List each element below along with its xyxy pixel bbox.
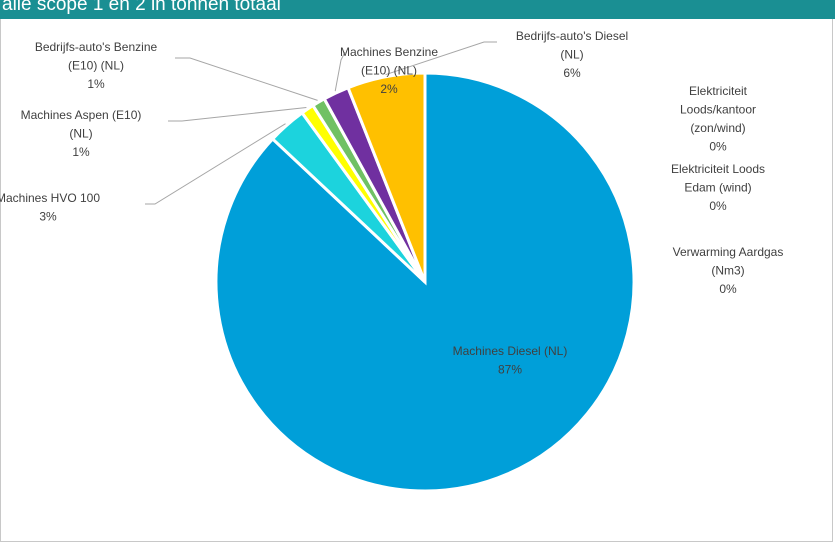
pie-slice-bedrijfs-auto-s-diesel-nl [346,71,427,283]
slice-label-machines-aspen-e10-nl: Machines Aspen (E10) (NL) 1% [21,108,142,159]
slice-label-verwarming-aardgas-nm3: Verwarming Aardgas (Nm3) 0% [673,245,784,296]
slice-label-elektriciteit-loods-edam-wind: Elektriciteit Loods Edam (wind) 0% [671,162,765,213]
chart-title-bar: alle scope 1 en 2 in tonnen totaal [0,0,835,19]
slice-label-bedrijfs-auto-s-diesel-nl: Bedrijfs-auto's Diesel (NL) 6% [516,29,628,80]
leader-line-machines-aspen-e10-nl [168,107,307,122]
slice-label-machines-hvo-100: Machines HVO 100 3% [0,191,100,224]
leader-line-bedrijfs-auto-s-benzine-e10-nl [175,57,318,101]
chart-title: alle scope 1 en 2 in tonnen totaal [2,0,281,15]
slice-label-machines-benzine-e10-nl: Machines Benzine (E10) (NL) 2% [340,45,438,96]
slice-label-machines-diesel-nl: Machines Diesel (NL) 87% [453,344,568,377]
leader-line-bedrijfs-auto-s-diesel-nl [385,41,497,76]
pie-slice-machines-diesel-nl [214,71,636,493]
slice-label-bedrijfs-auto-s-benzine-e10-nl: Bedrijfs-auto's Benzine (E10) (NL) 1% [35,40,158,91]
slice-label-elektriciteit-loods-kantoor-zon-wind: Elektriciteit Loods/kantoor (zon/wind) 0% [680,84,756,154]
leader-line-machines-benzine-e10-nl [334,51,346,92]
leader-line-machines-hvo-100 [145,123,286,205]
